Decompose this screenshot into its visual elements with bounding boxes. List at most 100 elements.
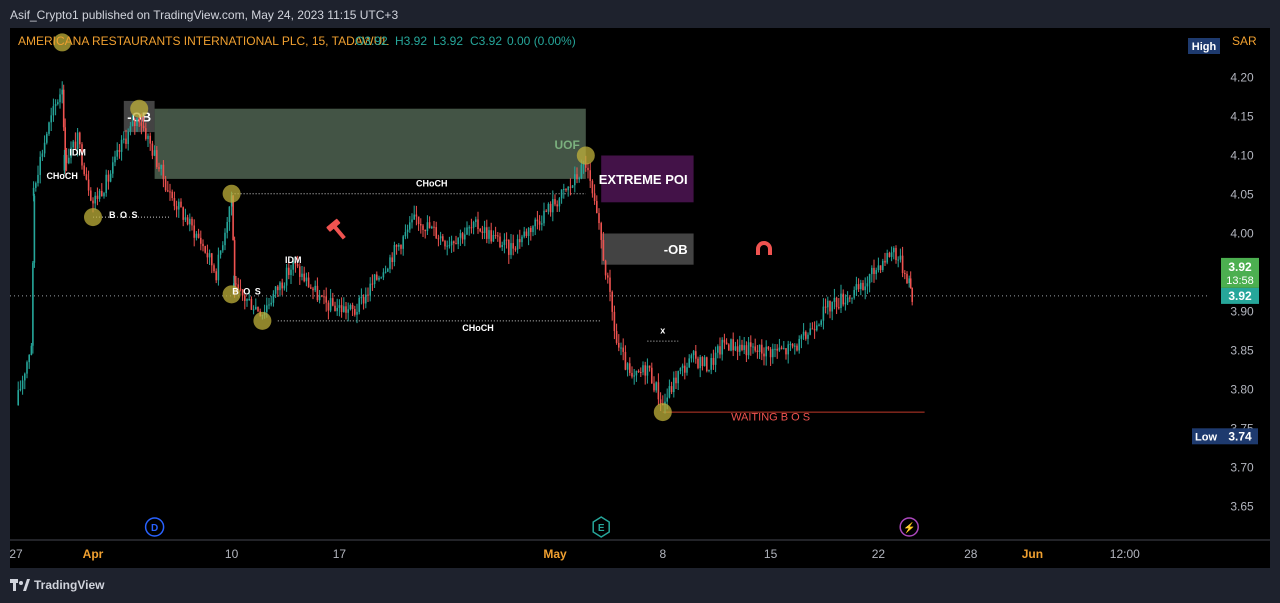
swing-point-marker <box>84 208 102 227</box>
candle-body <box>563 189 565 191</box>
candle-body <box>446 245 448 247</box>
candle-body <box>461 233 464 240</box>
candle-body <box>497 235 499 237</box>
candle-body <box>158 167 160 169</box>
time-tick-label: 10 <box>225 547 239 561</box>
candle-body <box>178 201 180 210</box>
candle-body <box>323 296 325 298</box>
candle-body <box>120 139 123 152</box>
candle-body <box>820 320 822 325</box>
candle-body <box>420 224 422 226</box>
candle-body <box>596 201 598 214</box>
swing-point-marker <box>53 33 72 52</box>
structure-label: B O S <box>109 210 139 220</box>
candle-body <box>290 269 292 275</box>
candle-body <box>252 309 255 311</box>
candle-body <box>873 267 875 274</box>
candle-body <box>310 287 312 289</box>
candle-body <box>217 254 220 281</box>
hammer-icon <box>326 218 346 240</box>
candle-body <box>37 174 39 184</box>
magnet-icon <box>756 241 772 255</box>
time-tick-label: 15 <box>764 547 778 561</box>
candle-body <box>734 346 737 351</box>
candle-body <box>94 195 96 204</box>
candle-body <box>459 233 462 238</box>
candle-body <box>772 348 774 358</box>
candle-body <box>257 306 259 312</box>
candle-body <box>893 248 895 253</box>
candle-body <box>490 230 492 242</box>
candle-body <box>327 302 330 311</box>
candle-body <box>609 277 611 292</box>
candle-body <box>486 227 488 239</box>
candle-body <box>829 300 831 312</box>
zone-box <box>154 108 586 179</box>
candle-body <box>246 299 248 301</box>
candle-body <box>268 304 270 306</box>
candle-body <box>569 186 572 188</box>
candle-body <box>626 363 629 370</box>
candle-body <box>536 219 539 222</box>
candle-body <box>675 377 677 384</box>
legend-open: O3.92 <box>355 34 388 48</box>
candle-body <box>519 239 521 243</box>
candle-body <box>338 305 341 308</box>
candle-body <box>780 347 783 349</box>
low-tag-label: Low <box>1195 431 1217 443</box>
swing-point-marker <box>253 311 272 330</box>
candle-body <box>743 345 745 350</box>
candle-body <box>32 262 34 346</box>
candle-body <box>809 328 811 335</box>
candle-body <box>151 143 154 156</box>
candle-body <box>96 195 99 199</box>
candle-body <box>373 274 376 285</box>
candle-body <box>633 375 635 377</box>
zone-label: UOF <box>554 138 579 152</box>
candle-body <box>125 138 127 144</box>
candle-body <box>206 252 209 258</box>
candle-body <box>468 227 470 229</box>
news-letter: ⚡ <box>903 521 915 534</box>
candle-body <box>776 348 778 351</box>
candle-body <box>706 357 708 372</box>
price-axis: 4.204.154.104.054.003.953.903.853.803.75… <box>1230 71 1254 514</box>
candle-body <box>321 295 323 297</box>
candle-body <box>167 190 169 192</box>
candle-body <box>794 345 796 347</box>
candle-body <box>477 219 479 229</box>
candle-body <box>17 390 19 406</box>
tradingview-logo[interactable]: TradingView <box>10 578 104 592</box>
low-tag-value-box <box>1221 428 1258 445</box>
tradingview-logo-text: TradingView <box>34 578 105 592</box>
candle-body <box>285 267 288 286</box>
candle-body <box>62 89 65 128</box>
candle-body <box>857 284 860 290</box>
candle-body <box>875 270 877 274</box>
candle-body <box>255 306 257 310</box>
candle-body <box>534 219 536 227</box>
candle-body <box>411 219 413 223</box>
candle-body <box>294 261 297 265</box>
candle-body <box>567 186 569 191</box>
candle-body <box>604 260 607 276</box>
candle-body <box>378 277 380 280</box>
candle-body <box>871 267 873 275</box>
candle-body <box>644 365 646 376</box>
top-bar: Asif_Crypto1 published on TradingView.co… <box>0 0 1280 28</box>
candle-body <box>316 285 319 301</box>
candle-body <box>637 370 640 373</box>
candle-body <box>398 244 400 247</box>
candle-body <box>365 294 367 304</box>
candle-body <box>728 344 730 351</box>
candle-body <box>204 246 206 253</box>
candle-body <box>131 121 134 127</box>
candle-body <box>589 170 591 181</box>
candle-body <box>400 244 402 249</box>
candle-body <box>708 369 710 372</box>
candle-body <box>79 132 81 145</box>
candle-body <box>334 305 336 312</box>
